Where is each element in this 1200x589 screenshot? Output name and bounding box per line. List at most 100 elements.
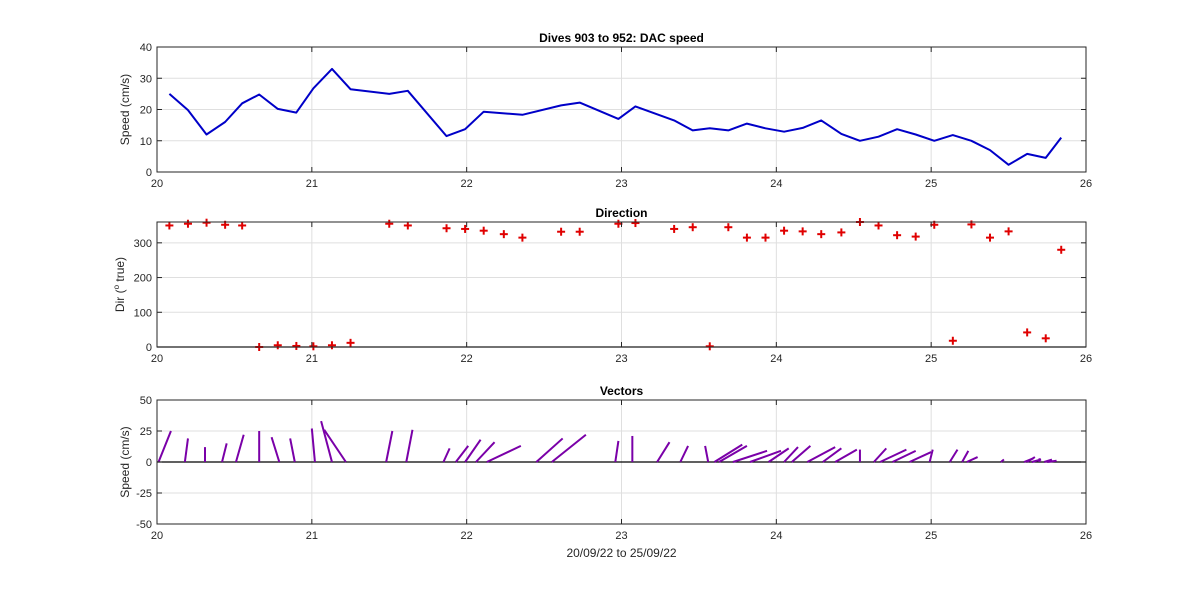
x-tick-label: 24 [770, 530, 782, 542]
direction-marker [911, 232, 920, 241]
panel-2: 20 21 22 23 24 25 26 0 100 200 300 Direction Dir (o … [112, 206, 1092, 365]
velocity-vector [656, 441, 671, 463]
velocity-vector [1043, 458, 1053, 463]
y-tick-label: 50 [140, 395, 152, 407]
x-tick-label: 24 [770, 178, 782, 190]
velocity-vector [783, 446, 799, 463]
velocity-vector [948, 449, 959, 463]
velocity-vector [961, 450, 970, 463]
x-tick-label: 21 [306, 530, 318, 542]
direction-marker [986, 233, 995, 242]
velocity-vector [749, 449, 782, 463]
direction-marker [461, 224, 470, 233]
velocity-vector [464, 439, 482, 463]
velocity-vector [822, 447, 842, 463]
velocity-vector [791, 445, 812, 463]
direction-marker [798, 227, 807, 236]
direction-marker [1023, 328, 1032, 337]
velocity-vector [310, 428, 316, 463]
x-tick-label: 20 [151, 530, 163, 542]
speed-series-line [168, 67, 1062, 166]
direction-marker [238, 221, 247, 230]
y-tick-label: 30 [140, 73, 152, 85]
direction-marker [670, 224, 679, 233]
velocity-vector [442, 447, 451, 463]
velocity-vector [768, 447, 790, 463]
x-tick-label: 20 [151, 353, 163, 365]
velocity-vector [909, 451, 932, 463]
x-tick-label: 22 [461, 530, 473, 542]
velocity-vector [732, 449, 768, 463]
velocity-vector [535, 437, 564, 463]
y-tick-label: 20 [140, 105, 152, 117]
x-tick-label: 23 [615, 178, 627, 190]
direction-marker [346, 338, 355, 347]
direction-marker [202, 218, 211, 227]
panel-1: 20 21 22 23 24 25 26 0 10 20 30 40 Dives 903 to 952:… [118, 31, 1092, 190]
direction-marker [165, 221, 174, 230]
velocity-vector [873, 447, 888, 463]
velocity-vector [928, 449, 934, 463]
y-tick-label: 0 [146, 342, 152, 354]
velocity-vector [1000, 458, 1005, 463]
velocity-vector [1047, 459, 1057, 463]
direction-marker [1057, 245, 1066, 254]
direction-marker [893, 231, 902, 240]
direction-marker [403, 221, 412, 230]
direction-marker [479, 226, 488, 235]
direction-marker [292, 341, 301, 350]
velocity-vector [834, 448, 858, 463]
direction-marker [575, 227, 584, 236]
y-tick-label: 100 [134, 307, 152, 319]
velocity-vector [323, 429, 347, 463]
y-tick-label: 200 [134, 273, 152, 285]
x-tick-label: 26 [1080, 353, 1092, 365]
velocity-vector [221, 443, 228, 463]
velocity-vector [405, 429, 414, 463]
direction-marker [385, 219, 394, 228]
direction-marker [874, 221, 883, 230]
direction-marker [817, 230, 826, 239]
direction-marker [724, 223, 733, 232]
panel-title: Dives 903 to 952: DAC speed [539, 31, 704, 45]
direction-marker [705, 342, 714, 351]
direction-marker [327, 341, 336, 350]
direction-marker [442, 224, 451, 233]
velocity-vector [713, 443, 743, 463]
velocity-vector [614, 440, 620, 463]
y-tick-label: 25 [140, 426, 152, 438]
direction-marker [499, 230, 508, 239]
direction-marker [1041, 334, 1050, 343]
velocity-vector [320, 420, 333, 463]
direction-marker [273, 341, 282, 350]
velocity-vector [806, 446, 836, 463]
velocity-vector [235, 434, 245, 463]
velocity-vector [1026, 456, 1036, 463]
x-tick-label: 26 [1080, 530, 1092, 542]
velocity-vector [879, 448, 907, 463]
x-tick-label: 26 [1080, 178, 1092, 190]
x-tick-label: 22 [461, 353, 473, 365]
direction-marker [309, 342, 318, 351]
direction-marker [742, 233, 751, 242]
panel-3: 20 21 22 23 24 25 26 -50 -25 0 25 50 Vectors Speed (c… [118, 384, 1092, 560]
velocity-vector [157, 430, 172, 463]
x-tick-label: 21 [306, 178, 318, 190]
direction-marker [183, 219, 192, 228]
velocity-vector [679, 445, 689, 463]
velocity-vector [486, 444, 522, 463]
panel-title: Vectors [600, 384, 644, 398]
y-tick-label: 10 [140, 136, 152, 148]
direction-marker [557, 227, 566, 236]
x-tick-label: 23 [615, 530, 627, 542]
velocity-vector [966, 456, 979, 463]
velocity-vector [718, 445, 748, 463]
direction-marker [631, 219, 640, 228]
x-axis-label: 20/09/22 to 25/09/22 [566, 546, 676, 560]
velocity-vector [385, 430, 394, 463]
direction-marker [837, 228, 846, 237]
x-tick-label: 25 [925, 530, 937, 542]
y-tick-label: 300 [134, 238, 152, 250]
direction-marker [780, 226, 789, 235]
